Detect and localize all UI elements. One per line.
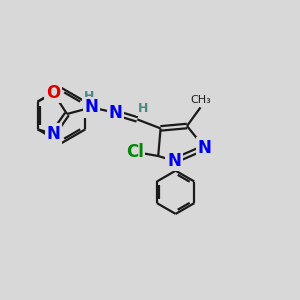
Text: H: H [84, 89, 94, 103]
Text: CH₃: CH₃ [190, 95, 211, 105]
Text: N: N [46, 125, 60, 143]
Text: N: N [109, 104, 122, 122]
Text: Cl: Cl [126, 143, 144, 161]
Text: H: H [137, 101, 148, 115]
Text: O: O [46, 84, 60, 102]
Text: N: N [197, 139, 211, 157]
Text: N: N [167, 152, 181, 170]
Text: N: N [85, 98, 98, 116]
